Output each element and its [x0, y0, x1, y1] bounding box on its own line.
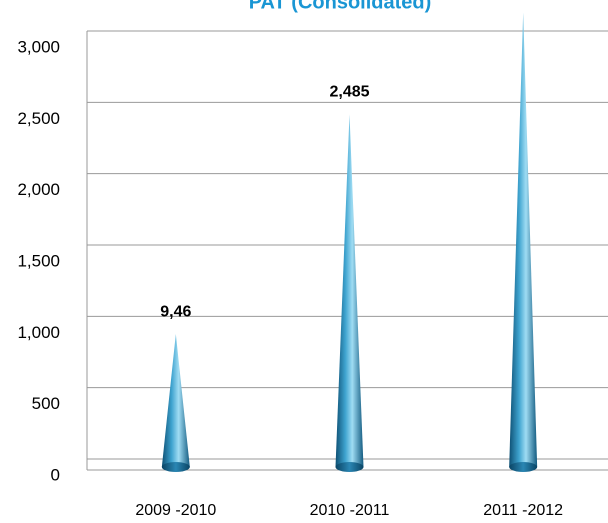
y-tick-label: 2,500	[17, 109, 60, 128]
cone-body	[335, 114, 364, 468]
x-tick-label: 2009 -2010	[135, 502, 216, 519]
value-label: 2,485	[329, 84, 369, 101]
cone-base	[509, 462, 538, 472]
y-tick-label: 1,500	[17, 251, 60, 270]
x-tick-label: 2011 -2012	[483, 502, 563, 519]
x-tick-label: 2010 -2011	[310, 502, 390, 519]
y-tick-label: 3,000	[17, 37, 60, 56]
cone-body	[161, 334, 190, 467]
y-tick-label: 500	[32, 394, 60, 413]
cone-body	[509, 12, 538, 467]
y-tick-label: 1,000	[17, 323, 60, 342]
cone	[161, 334, 190, 472]
y-tick-label: 2,000	[17, 180, 60, 199]
cone-base	[335, 462, 364, 472]
cone	[509, 12, 538, 472]
chart-title: PAT (Consolidated)	[249, 0, 432, 13]
y-tick-label: 0	[51, 465, 60, 484]
value-label: 9,46	[160, 303, 191, 320]
cone	[335, 114, 364, 472]
cone-base	[161, 462, 190, 472]
